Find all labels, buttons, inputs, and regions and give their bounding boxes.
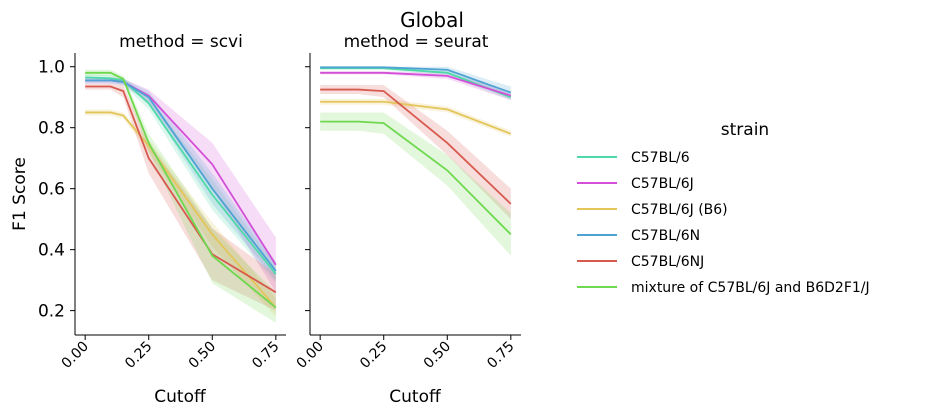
- panel-title-scvi: method = scvi: [119, 32, 243, 52]
- legend-label-c57bl-6j-b6: C57BL/6J (B6): [631, 202, 728, 218]
- legend-label-c57bl-6j: C57BL/6J: [631, 176, 694, 192]
- panel-scvi-lines: [85, 71, 277, 309]
- x-tick-label: 0.75: [249, 339, 282, 372]
- series-line-seurat-c57bl-6n: [320, 66, 512, 94]
- ci-band-scvi-c57bl-6: [85, 74, 276, 284]
- series-line-seurat-mixture-of-c57bl-6j-and-b6d2f1-j: [320, 120, 512, 236]
- legend-label-mixture-of-c57bl-6j-and-b6d2f1-j: mixture of C57BL/6J and B6D2F1/J: [631, 280, 870, 296]
- ci-band-scvi-mixture-of-c57bl-6j-and-b6d2f1-j: [85, 69, 276, 323]
- panel-seurat-x-ticks: 0.00 0.25 0.50 0.75: [294, 335, 518, 372]
- series-line-scvi-c57bl-6: [85, 76, 277, 275]
- ci-band-seurat-c57bl-6nj: [320, 85, 511, 220]
- series-line-scvi-mixture-of-c57bl-6j-and-b6d2f1-j: [85, 71, 277, 309]
- legend-label-c57bl-6: C57BL/6: [631, 150, 690, 166]
- panel-scvi-x-ticks: 0.00 0.25 0.50 0.75: [59, 335, 283, 372]
- panel-seurat-y-ticks: [305, 66, 310, 312]
- y-tick-label: 0.4: [38, 241, 65, 261]
- x-tick-label: 0.50: [421, 339, 454, 372]
- panel-seurat-lines: [320, 66, 512, 236]
- y-tick-label: 0.2: [38, 302, 65, 322]
- x-tick-label: 0.75: [484, 339, 517, 372]
- legend-label-c57bl-6n: C57BL/6N: [631, 228, 700, 244]
- panel-scvi-x-label: Cutoff: [154, 387, 207, 407]
- x-tick-label: 0.00: [59, 339, 92, 372]
- panel-title-seurat: method = seurat: [344, 32, 489, 52]
- series-line-scvi-c57bl-6n: [85, 79, 277, 272]
- series-line-seurat-c57bl-6: [320, 67, 512, 99]
- ci-band-seurat-mixture-of-c57bl-6j-and-b6d2f1-j: [320, 112, 511, 256]
- series-line-seurat-c57bl-6j-b6: [320, 100, 512, 135]
- y-tick-label: 0.8: [38, 119, 65, 139]
- x-tick-label: 0.50: [186, 339, 219, 372]
- x-tick-label: 0.00: [294, 339, 327, 372]
- series-line-seurat-c57bl-6j: [320, 71, 512, 97]
- panel-seurat-x-label: Cutoff: [389, 387, 442, 407]
- legend-title: strain: [721, 120, 769, 140]
- legend-items: C57BL/6 C57BL/6J C57BL/6J (B6) C57BL/6N C57B…: [577, 150, 870, 296]
- panel-scvi-y-ticks: 0.2 0.4 0.6 0.8 1.0: [38, 58, 75, 322]
- panel-seurat-bands: [320, 66, 511, 256]
- x-tick-label: 0.25: [122, 339, 155, 372]
- series-line-seurat-c57bl-6nj: [320, 88, 512, 205]
- y-tick-label: 1.0: [38, 58, 65, 78]
- legend-label-c57bl-6nj: C57BL/6NJ: [631, 254, 704, 270]
- x-tick-label: 0.25: [357, 339, 390, 372]
- y-tick-label: 0.6: [38, 180, 65, 200]
- series-line-scvi-c57bl-6nj: [85, 85, 277, 294]
- ci-band-scvi-c57bl-6j: [85, 77, 276, 293]
- panel-seurat: method = seurat 0.00 0.25 0.50 0.75 Cutoff: [294, 32, 521, 407]
- series-line-scvi-c57bl-6j-b6: [85, 111, 277, 309]
- y-axis-label: F1 Score: [10, 157, 30, 231]
- figure-title: Global: [400, 8, 464, 32]
- panel-scvi: method = scvi 0.20.40.60.81.0 0.00 0.25 0.…: [38, 32, 286, 407]
